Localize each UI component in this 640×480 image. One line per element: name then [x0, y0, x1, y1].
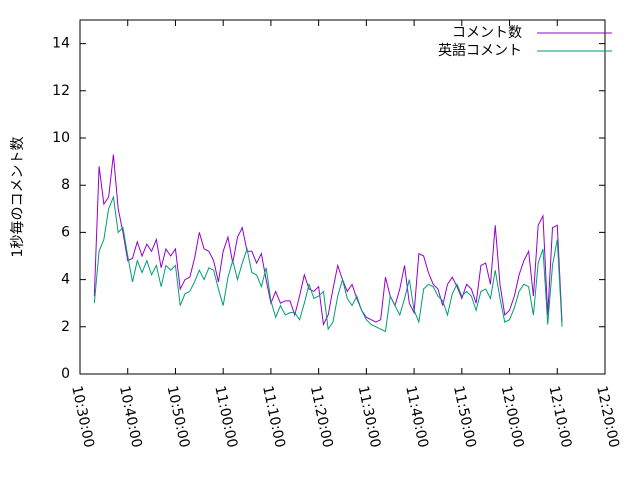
x-tick-label: 11:40:00	[402, 384, 431, 449]
x-tick-label: 12:10:00	[545, 384, 574, 449]
legend-label: コメント数	[452, 25, 522, 41]
x-tick-label: 11:10:00	[259, 384, 288, 449]
y-tick-label: 12	[52, 83, 70, 99]
series-line	[93, 154, 563, 327]
x-tick-label: 10:40:00	[116, 384, 145, 449]
x-tick-label: 12:20:00	[593, 384, 622, 449]
y-tick-label: 6	[61, 224, 70, 240]
x-tick-label: 11:30:00	[355, 384, 384, 449]
y-tick-label: 14	[52, 36, 70, 52]
y-axis-label: 1秒毎のコメント数	[10, 137, 26, 258]
y-tick-label: 8	[61, 177, 70, 193]
series-line	[93, 195, 563, 333]
x-tick-label: 10:30:00	[68, 384, 97, 449]
x-tick-label: 10:50:00	[164, 384, 193, 449]
plot-border	[79, 19, 606, 375]
x-tick-label: 11:20:00	[307, 384, 336, 449]
y-tick-label: 4	[61, 272, 70, 288]
y-tick-label: 2	[61, 319, 70, 335]
y-tick-label: 0	[61, 366, 70, 382]
x-tick-label: 11:50:00	[450, 384, 479, 449]
x-tick-label: 12:00:00	[498, 384, 527, 449]
y-tick-label: 10	[52, 130, 70, 146]
legend-label: 英語コメント	[438, 42, 522, 59]
x-tick-label: 11:00:00	[211, 384, 240, 449]
